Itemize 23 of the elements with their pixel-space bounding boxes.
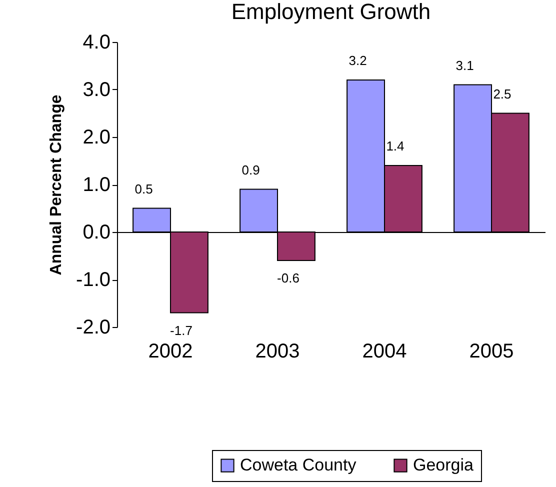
data-label: 0.9: [242, 162, 260, 178]
data-label: 3.2: [348, 53, 367, 68]
y-tick-label: 2.0: [82, 126, 110, 148]
legend-label: Coweta County: [240, 456, 357, 475]
y-tick-label: 1.0: [82, 174, 110, 196]
chart-title: Employment Growth: [231, 0, 431, 24]
data-label: 2.5: [493, 86, 512, 102]
x-tick-label: 2005: [469, 340, 514, 362]
data-label: -0.6: [277, 270, 300, 286]
y-tick-label: -2.0: [76, 316, 110, 338]
x-tick-label: 2002: [148, 340, 193, 362]
data-label: 1.4: [386, 138, 404, 154]
x-tick-label: 2004: [362, 340, 407, 362]
y-tick-label: 4.0: [82, 32, 110, 54]
x-tick-label: 2003: [255, 340, 300, 362]
y-tick-label: 0.0: [82, 222, 110, 244]
y-axis-title: Annual Percent Change: [48, 94, 66, 276]
data-label: 3.1: [456, 58, 474, 73]
data-label: 0.5: [134, 181, 153, 196]
y-tick-label: 3.0: [82, 79, 110, 101]
legend-label: Georgia: [413, 456, 474, 475]
y-tick-label: -1.0: [76, 269, 110, 291]
data-label: -1.7: [170, 322, 192, 338]
